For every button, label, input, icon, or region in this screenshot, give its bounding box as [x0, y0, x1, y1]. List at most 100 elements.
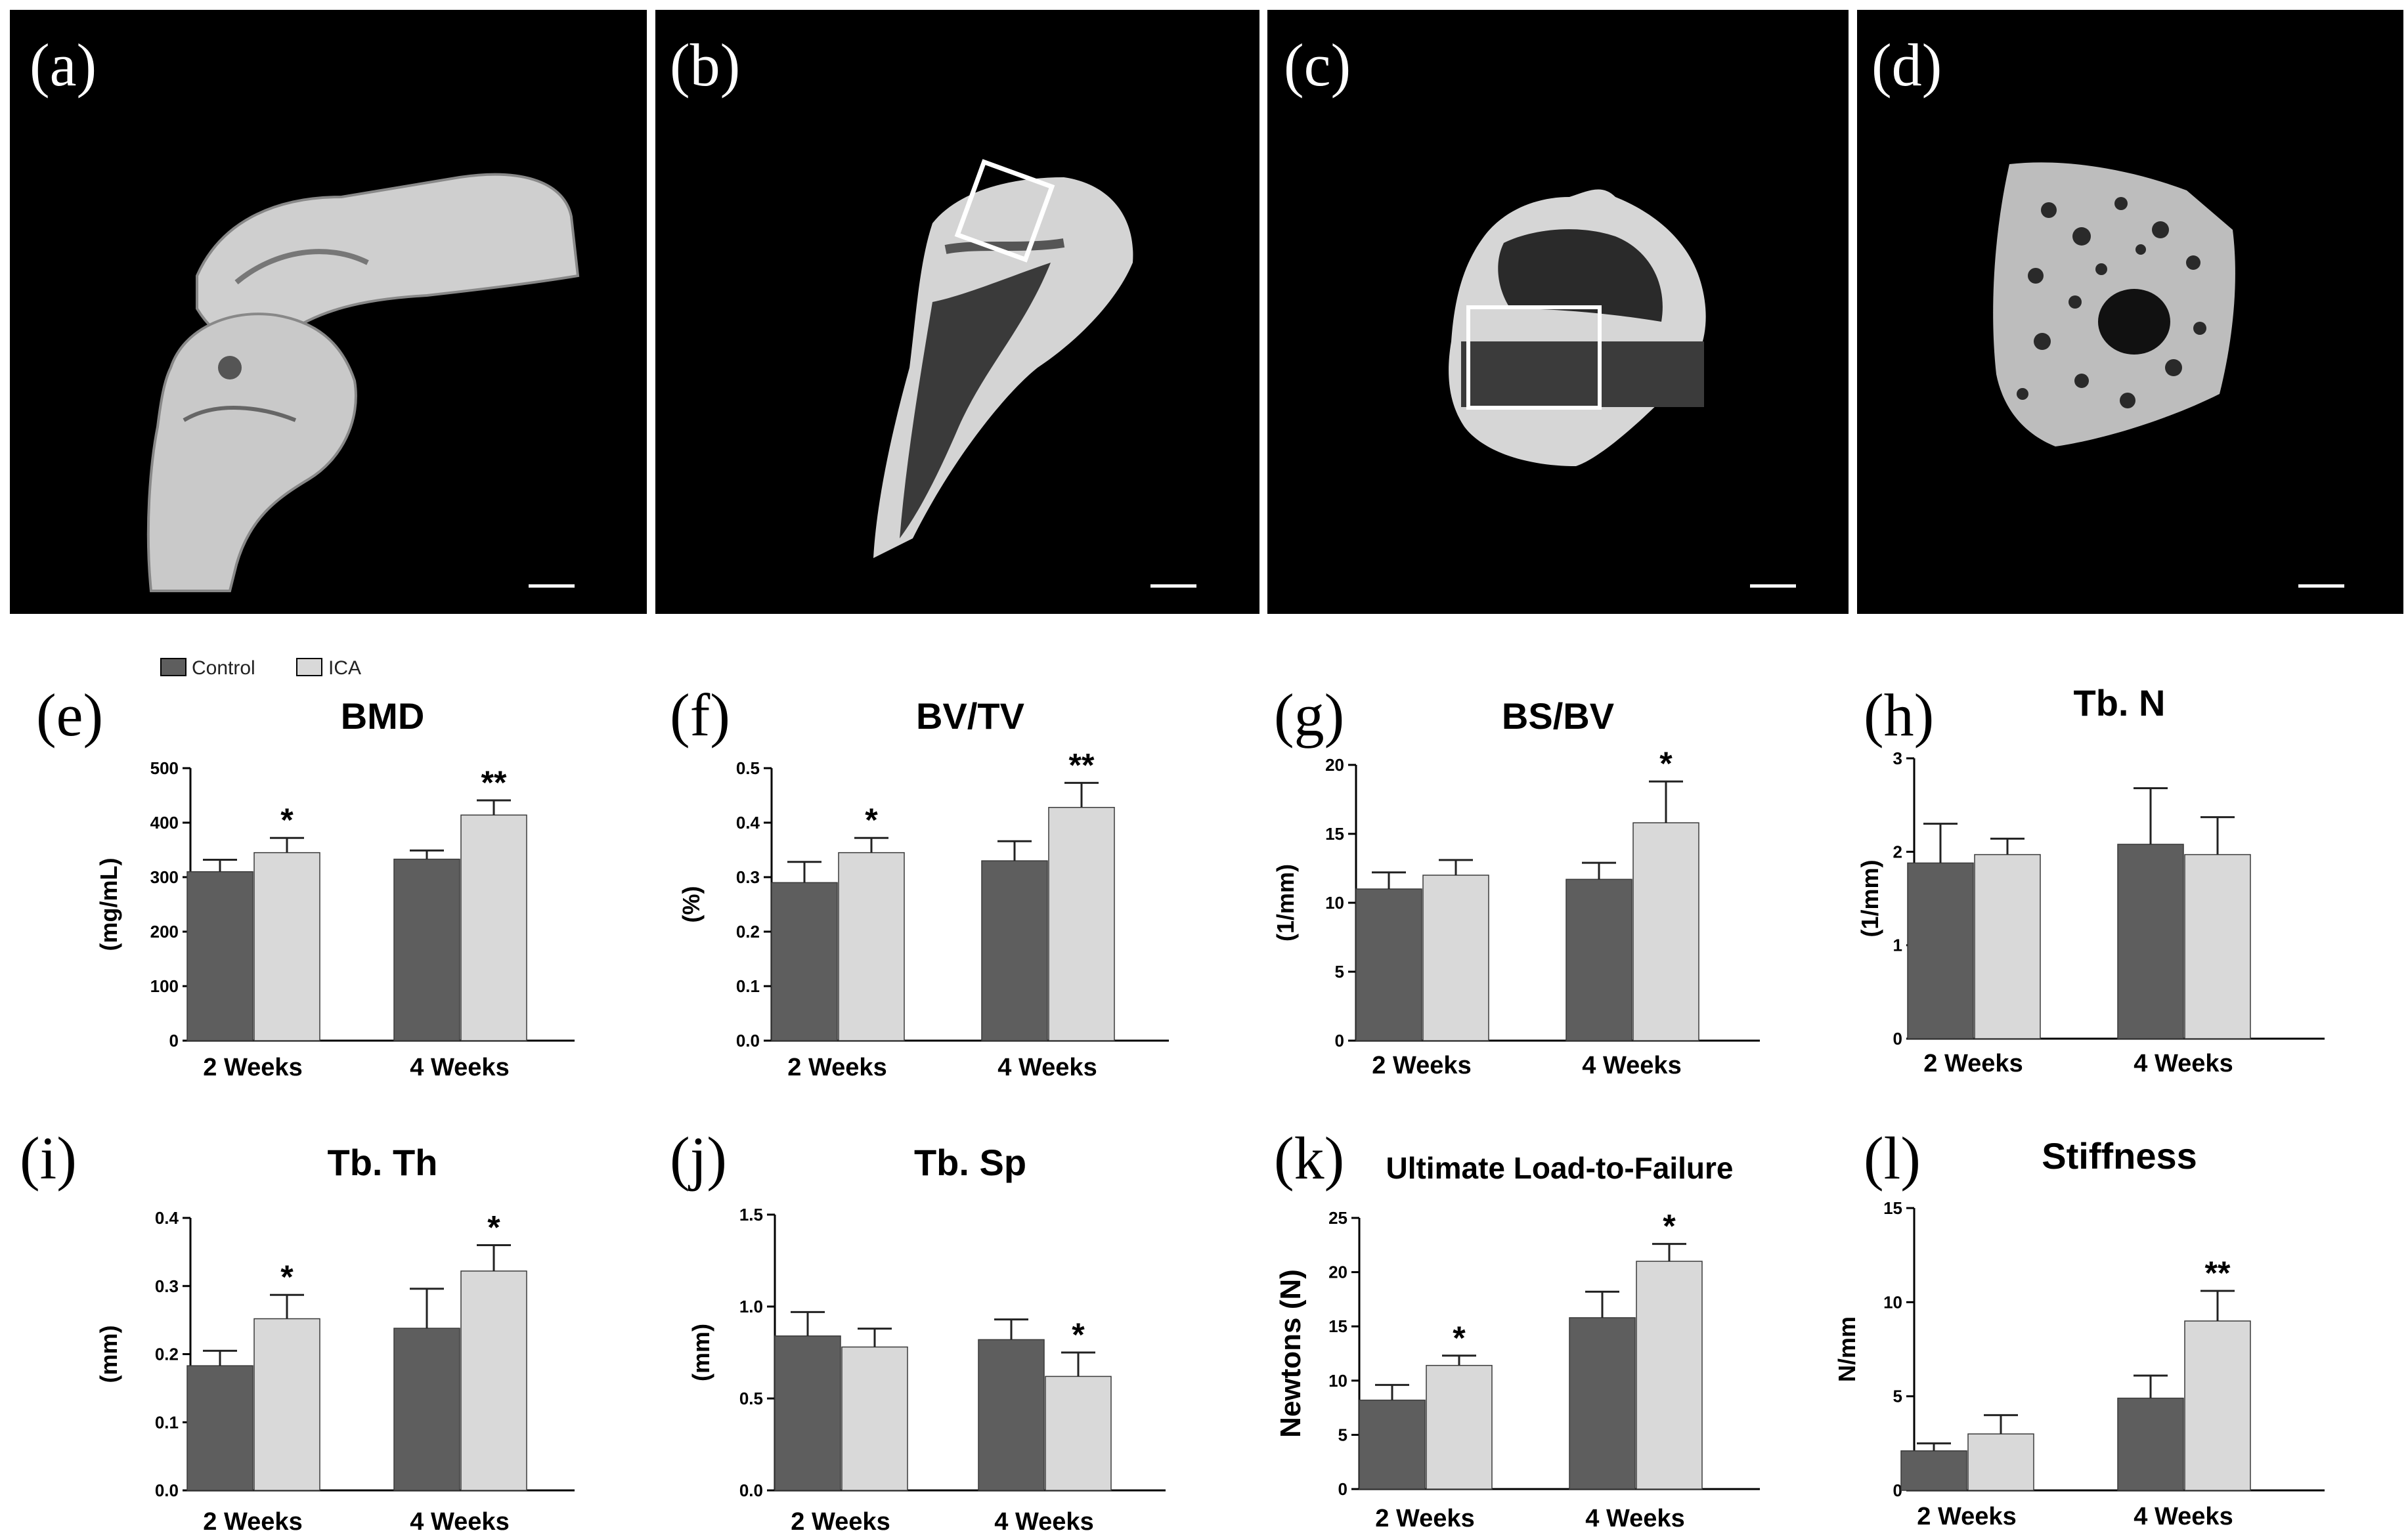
- y-tick-label: 15: [1325, 824, 1344, 844]
- significance-marker: *: [280, 1259, 294, 1295]
- chart-title: Stiffness: [2042, 1135, 2197, 1177]
- y-tick-label: 0.0: [155, 1481, 179, 1500]
- bar-control-4-weeks: [1565, 878, 1632, 1041]
- x-tick-label: 2 Weeks: [203, 1508, 302, 1536]
- y-tick-label: 5: [1893, 1387, 1902, 1406]
- legend-swatch-ica: [296, 658, 322, 676]
- bar-ica-2-weeks: [838, 852, 905, 1041]
- y-tick-label: 0: [1893, 1029, 1902, 1049]
- y-axis-label: (1/mm): [1272, 864, 1299, 942]
- y-axis-label: (%): [678, 886, 705, 923]
- x-tick-label: 4 Weeks: [410, 1054, 509, 1081]
- y-tick-label: 0.2: [155, 1345, 179, 1364]
- panel-label: (i): [20, 1125, 77, 1192]
- y-tick-label: 10: [1328, 1371, 1347, 1391]
- y-tick-label: 20: [1325, 755, 1344, 775]
- y-tick-label: 0.1: [736, 976, 760, 996]
- bar-ica-4-weeks: [2184, 1320, 2251, 1491]
- y-axis-label: Newtons (N): [1275, 1269, 1307, 1438]
- image-panel-a: (a): [10, 10, 647, 614]
- y-tick-label: 25: [1328, 1208, 1347, 1228]
- x-tick-label: 2 Weeks: [1372, 1052, 1471, 1079]
- y-tick-label: 0.4: [736, 813, 760, 833]
- bar-ica-4-weeks: [1048, 807, 1115, 1041]
- scale-bar: [1150, 584, 1196, 588]
- chart-title: Tb. Th: [328, 1142, 438, 1183]
- chart-j: (j) Tb. Sp (mm) 0.0 0.5 1.0 1.5 2 Weeks * 4 Weeks: [670, 1125, 1166, 1536]
- y-tick-label: 0: [1893, 1481, 1902, 1500]
- y-tick-label: 1: [1893, 936, 1902, 955]
- y-axis-label: (mm): [688, 1324, 714, 1381]
- y-tick-label: 5: [1335, 962, 1344, 982]
- bar-ica-2-weeks: [841, 1346, 908, 1491]
- bar-ica-4-weeks: [460, 814, 527, 1041]
- bar-control-2-weeks: [1900, 1450, 1967, 1491]
- x-tick-label: 2 Weeks: [203, 1054, 302, 1081]
- y-tick-label: 0.5: [739, 1389, 763, 1408]
- x-tick-label: 2 Weeks: [1917, 1503, 2016, 1530]
- bar-control-2-weeks: [186, 1365, 253, 1491]
- y-tick-label: 500: [150, 758, 179, 778]
- image-panel-b-label: (b): [670, 32, 740, 98]
- panel-label: (j): [670, 1125, 727, 1192]
- panel-label: (e): [36, 682, 103, 748]
- y-tick-label: 15: [1328, 1316, 1347, 1336]
- bone-sagittal-section-icon: [873, 159, 1133, 558]
- y-tick-label: 0.3: [155, 1276, 179, 1296]
- legend-swatch-control: [160, 658, 186, 676]
- chart-h: (h) Tb. N (1/mm) 0 1 2 3 2 Weeks 4 Weeks: [1856, 682, 2325, 1077]
- bar-ica-4-weeks: [1636, 1261, 1703, 1490]
- bar-control-4-weeks: [978, 1339, 1045, 1491]
- y-tick-label: 3: [1893, 748, 1902, 768]
- y-axis-label: N/mm: [1833, 1316, 1860, 1382]
- y-tick-label: 15: [1883, 1198, 1902, 1218]
- image-panel-d-label: (d): [1872, 32, 1942, 98]
- chart-title: Ultimate Load-to-Failure: [1386, 1151, 1733, 1185]
- significance-marker: *: [1663, 1208, 1676, 1245]
- y-tick-label: 2: [1893, 842, 1902, 861]
- significance-marker: *: [280, 802, 294, 838]
- chart-title: Tb. Sp: [914, 1142, 1026, 1183]
- y-tick-label: 200: [150, 922, 179, 942]
- bone-3d-render-icon: [146, 173, 580, 592]
- x-tick-label: 4 Weeks: [997, 1054, 1097, 1081]
- bar-ica-4-weeks: [1632, 822, 1699, 1041]
- y-tick-label: 300: [150, 867, 179, 887]
- y-axis-label: (1/mm): [1856, 859, 1883, 937]
- significance-marker: *: [487, 1209, 500, 1246]
- significance-marker: *: [1659, 745, 1673, 782]
- bar-ica-2-weeks: [1967, 1433, 2034, 1491]
- bar-control-4-weeks: [393, 1328, 460, 1491]
- y-tick-label: 400: [150, 813, 179, 833]
- bar-control-4-weeks: [2117, 844, 2184, 1039]
- chart-title: BV/TV: [916, 695, 1024, 737]
- panel-label: (h): [1864, 682, 1934, 748]
- bar-control-2-weeks: [186, 871, 253, 1041]
- bar-ica-2-weeks: [1974, 854, 2041, 1039]
- chart-g: (g) BS/BV (1/mm) 0 5 10 15 20 2 Weeks * 4 Weeks: [1272, 682, 1760, 1079]
- bar-control-2-weeks: [1359, 1399, 1426, 1490]
- x-tick-label: 4 Weeks: [994, 1508, 1093, 1536]
- bar-control-4-weeks: [393, 858, 460, 1041]
- x-tick-label: 4 Weeks: [410, 1508, 509, 1536]
- y-tick-label: 0.0: [736, 1031, 760, 1050]
- bar-control-2-weeks: [1355, 888, 1422, 1041]
- panel-label: (f): [670, 682, 730, 748]
- x-tick-label: 2 Weeks: [787, 1054, 887, 1081]
- significance-marker: **: [2205, 1255, 2231, 1291]
- bar-control-2-weeks: [774, 1335, 841, 1491]
- trabecular-roi-icon: [1993, 162, 2235, 447]
- bar-ica-4-weeks: [460, 1270, 527, 1491]
- bar-ica-2-weeks: [253, 852, 320, 1041]
- bar-ica-2-weeks: [253, 1318, 320, 1491]
- bar-ica-2-weeks: [1426, 1364, 1493, 1490]
- chart-k: (k) Ultimate Load-to-Failure Newtons (N) 0 5…: [1274, 1125, 1760, 1532]
- scale-bar: [529, 584, 575, 588]
- panel-label: (g): [1274, 682, 1344, 748]
- y-tick-label: 100: [150, 976, 179, 996]
- y-tick-label: 1.5: [739, 1205, 763, 1224]
- chart-e: (e) BMD (mg/mL) 0 100 200 300 400 500 * 2 Weeks ** 4…: [36, 682, 575, 1081]
- y-tick-label: 10: [1883, 1292, 1902, 1312]
